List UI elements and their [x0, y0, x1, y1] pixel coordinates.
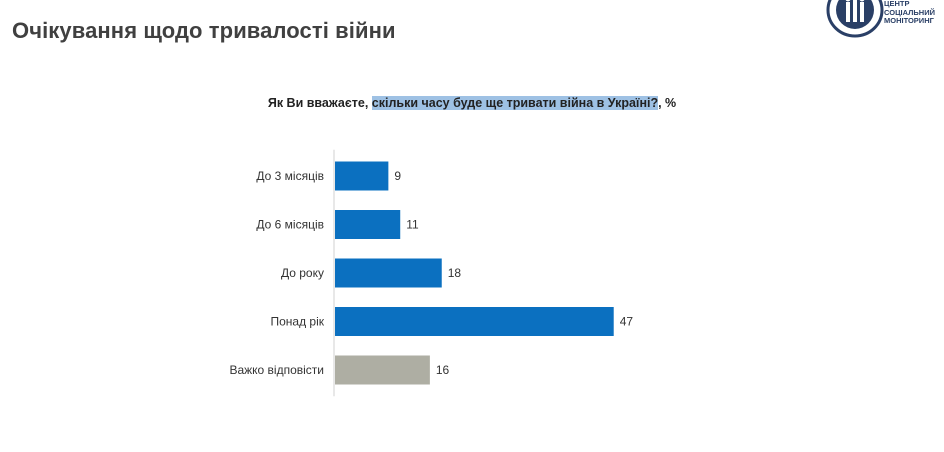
question-suffix: , %: [658, 96, 677, 110]
question-highlight: скільки часу буде ще тривати війна в Укр…: [371, 96, 659, 110]
category-tick-label: До 6 місяців: [256, 218, 324, 232]
bar-value-label: 18: [448, 266, 462, 280]
bar-value-label: 47: [620, 315, 634, 329]
logo-text: ЦЕНТР СОЦІАЛЬНИЙ МОНІТОРИНГ: [884, 0, 935, 26]
bar: [335, 258, 442, 288]
bar: [335, 210, 401, 239]
bar-value-label: 11: [406, 218, 419, 232]
bar: [335, 307, 614, 336]
category-tick-label: До року: [281, 266, 324, 280]
bar-value-label: 9: [394, 169, 401, 183]
category-tick-label: Понад рік: [270, 315, 324, 329]
logo-line-3: МОНІТОРИНГ: [884, 16, 934, 25]
chart-question: Як Ви вважаєте, скільки часу буде ще три…: [0, 96, 944, 110]
bar: [335, 355, 430, 385]
logo-line-1: ЦЕНТР: [884, 0, 910, 8]
bar-value-label: 16: [436, 363, 450, 377]
bar: [335, 161, 389, 191]
logo-emblem-icon: [826, 0, 884, 38]
category-tick-label: Важко відповісти: [229, 363, 324, 377]
question-prefix: Як Ви вважаєте,: [267, 96, 372, 110]
page-title: Очікування щодо тривалості війни: [12, 18, 396, 43]
logo-line-2: СОЦІАЛЬНИЙ: [884, 7, 935, 17]
category-tick-label: До 3 місяців: [256, 169, 324, 183]
